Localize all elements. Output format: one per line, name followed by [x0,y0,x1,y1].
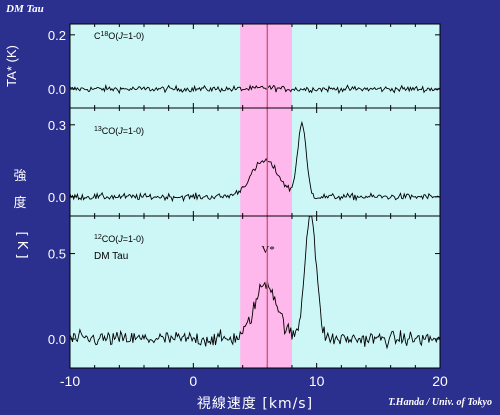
y-tick-label: 0.0 [48,82,66,97]
systemic-velocity-label: V* [261,244,274,256]
spectrum-line [69,120,441,203]
x-axis: -10 0 10 20 視線速度 [km/s] [60,373,448,412]
panel-12co: 0.0 0.5 12CO(J=1-0) DM Tau V* [48,215,441,369]
velocity-band [240,108,292,216]
y-axis-labels: TA* (K) 強度 [ K] [4,45,29,258]
velocity-band [240,24,292,108]
x-tick-label: 0 [189,373,197,389]
panel-13co: 0.0 0.3 13CO(J=1-0) [48,107,441,217]
panel-annotation: C18O(J=1-0) [94,31,144,42]
y-axis-label-char: 度 [13,195,26,211]
panel-annotation: 12CO(J=1-0) [94,234,144,245]
y-tick-label: 0.0 [48,190,66,205]
credit-text: T.Handa / Univ. of Tokyo [388,397,492,408]
corner-title: DM Tau [6,3,44,15]
x-tick-label: 10 [309,373,325,389]
y-axis-label-char: K [14,241,29,250]
source-name: DM Tau [94,251,128,262]
y-tick-label: 0.3 [48,118,66,133]
panel-frame [69,215,441,369]
y-axis-label-char: ] [14,253,29,258]
panel-c18o: 0.0 0.2 C18O(J=1-0) [48,23,441,109]
x-tick-label: -10 [60,373,80,389]
velocity-band [240,216,292,368]
y-axis-label-char: 強 [13,169,26,184]
panel-annotation: 13CO(J=1-0) [94,126,144,137]
y-tick-label: 0.5 [48,247,66,262]
y-tick-label: 0.0 [48,332,66,347]
x-tick-label: 20 [432,373,448,389]
plot-panels: 0.0 0.2 C18O(J=1-0) 0.0 0.3 13CO(J=1-0) 0.0 0.5… [48,23,441,369]
spectrum-line [69,83,441,95]
y-axis-label-char: [ [14,231,29,236]
top-y-axis-label: TA* (K) [4,45,19,87]
x-axis-label: 視線速度 [km/s] [197,396,313,412]
y-tick-label: 0.2 [48,28,66,43]
spectrum-line [69,215,441,350]
